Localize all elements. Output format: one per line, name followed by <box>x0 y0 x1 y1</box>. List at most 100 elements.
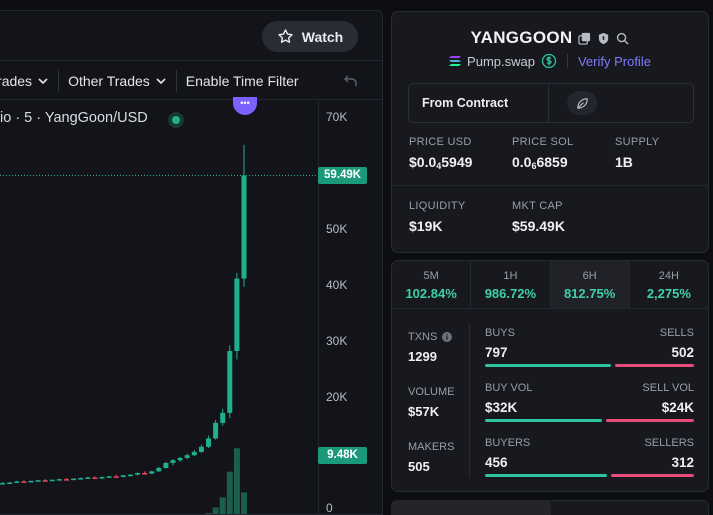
leaf-button[interactable] <box>567 91 597 115</box>
token-info-panel: YANGGOON Pump.swap Verify Profile From C… <box>391 11 709 253</box>
tab-5m[interactable]: 5M 102.84% <box>392 261 472 308</box>
tab-change-value: 102.84% <box>405 286 457 301</box>
candle-body <box>56 479 62 481</box>
sellers-label: SELLERS <box>644 437 694 449</box>
chart-topbar: Watch <box>0 11 382 61</box>
candle-body <box>14 481 20 483</box>
buys-sells-row: BUYS SELLS 797 502 <box>485 327 694 367</box>
txns-divider <box>469 323 470 478</box>
tab-6h[interactable]: 6H 812.75% <box>550 261 630 308</box>
candle-body <box>92 477 98 479</box>
token-header: YANGGOON <box>392 28 708 48</box>
copy-icon[interactable] <box>578 32 591 45</box>
chart-panel: Watch Trades Other Trades Enable Time Fi… <box>0 10 383 515</box>
toolbar-divider <box>175 69 177 92</box>
trades-dropdown[interactable]: Trades <box>0 73 49 89</box>
price-sol-stat: PRICE SOL 0.066859 <box>512 136 573 171</box>
candle-body <box>0 483 6 485</box>
timeframe-tabs: 5M 102.84% 1H 986.72% 6H 812.75% 24H 2,2… <box>392 261 708 309</box>
shield-icon[interactable] <box>597 32 610 45</box>
other-trades-label: Other Trades <box>68 72 150 89</box>
buys-label: BUYS <box>485 327 515 339</box>
buy-vol-label: BUY VOL <box>485 382 533 394</box>
token-name: YANGGOON <box>470 28 573 47</box>
buy-vol-value: $32K <box>485 400 518 415</box>
sell-vol-bar-fill <box>606 419 694 422</box>
mktcap-stat: MKT CAP $59.49K <box>512 200 565 234</box>
buyers-sellers-row: BUYERS SELLERS 456 312 <box>485 437 694 477</box>
candle-body <box>191 451 197 456</box>
liquidity-value: $19K <box>409 218 443 234</box>
candle-body <box>120 475 126 477</box>
next-panel-tab[interactable] <box>391 500 551 515</box>
candle-body <box>198 446 204 452</box>
solana-icon <box>449 56 462 66</box>
verify-profile-link[interactable]: Verify Profile <box>577 53 651 69</box>
makers-stat: MAKERS 505 <box>408 441 454 474</box>
price-axis-divider <box>318 101 319 514</box>
candle-body <box>163 462 169 468</box>
performance-panel: 5M 102.84% 1H 986.72% 6H 812.75% 24H 2,2… <box>391 260 709 492</box>
candle-body <box>142 473 148 475</box>
candle-body <box>227 351 233 413</box>
candle-body <box>21 481 27 483</box>
tab-label: 5M <box>423 270 439 282</box>
chevron-down-icon <box>38 77 48 84</box>
volume-bar <box>205 513 212 514</box>
star-icon <box>278 29 293 44</box>
volume-bar <box>219 497 226 514</box>
buys-bar-fill <box>485 364 611 367</box>
buyers-bar <box>485 474 694 477</box>
txns-stat: TXNS 1299 <box>408 331 453 364</box>
current-price-tag: 59.49K <box>318 167 367 184</box>
other-trades-dropdown[interactable]: Other Trades <box>68 73 167 89</box>
volume-bar <box>485 419 694 422</box>
candle-body <box>220 412 226 423</box>
candle-body <box>71 478 77 481</box>
volume-bar <box>226 471 233 514</box>
candle-body <box>7 482 13 484</box>
sellers-bar-fill <box>611 474 694 477</box>
candle-body <box>64 479 69 481</box>
watch-button[interactable]: Watch <box>262 21 358 52</box>
chevron-down-icon <box>156 77 166 84</box>
time-filter-label: Enable Time Filter <box>185 72 299 89</box>
tab-1h[interactable]: 1H 986.72% <box>471 261 551 308</box>
tab-24h[interactable]: 24H 2,275% <box>630 261 708 308</box>
mktcap-value: $59.49K <box>512 218 565 234</box>
volume-bar <box>233 448 240 514</box>
sells-bar-fill <box>615 364 694 367</box>
volume-tag: 9.48K <box>318 447 367 464</box>
tab-change-value: 812.75% <box>563 286 616 301</box>
makers-value: 505 <box>408 459 430 474</box>
txns-value: 1299 <box>408 349 437 364</box>
volume-label: VOLUME <box>408 386 455 398</box>
volume-bar <box>212 507 219 514</box>
chart-event-badge[interactable]: ••• <box>233 97 257 115</box>
buyers-value: 456 <box>485 455 508 470</box>
dollar-circle-icon[interactable] <box>541 53 557 69</box>
enable-time-filter-button[interactable]: Enable Time Filter <box>186 73 299 89</box>
candle-body <box>49 479 55 482</box>
leaf-icon <box>576 97 588 109</box>
liquidity-stat: LIQUIDITY $19K <box>409 200 466 234</box>
candle-body <box>156 468 162 472</box>
candle-body <box>85 477 91 479</box>
dex-name[interactable]: Pump.swap <box>467 53 535 69</box>
market-status-dot <box>168 112 184 128</box>
supply-label: SUPPLY <box>615 136 660 148</box>
candle-body <box>135 473 140 475</box>
candle-body <box>35 480 41 482</box>
liquidity-label: LIQUIDITY <box>409 200 466 212</box>
chart-toolbar: Trades Other Trades Enable Time Filter <box>0 62 382 100</box>
y-axis-label: 0 <box>326 501 333 515</box>
search-icon[interactable] <box>616 32 630 45</box>
price-chart[interactable] <box>0 11 383 515</box>
y-axis-label: 50K <box>326 222 348 236</box>
supply-stat: SUPPLY 1B <box>615 136 659 170</box>
tab-label: 1H <box>503 270 518 282</box>
tab-label: 24H <box>658 270 679 282</box>
info-icon[interactable] <box>442 332 453 342</box>
undo-icon[interactable] <box>343 73 359 89</box>
candle-body <box>78 478 84 480</box>
